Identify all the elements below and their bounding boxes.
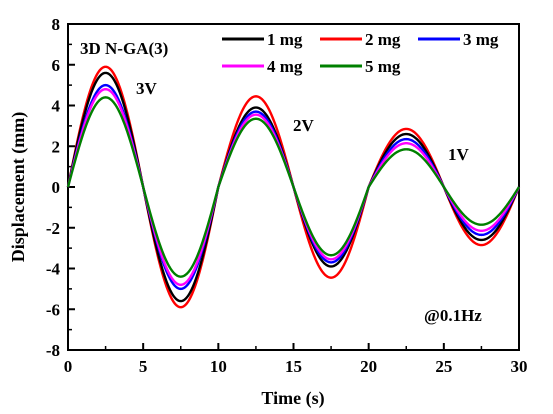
series-line-5-mg xyxy=(66,96,521,278)
segment-label-2v: 2V xyxy=(293,116,315,135)
y-tick-label: 6 xyxy=(52,56,61,75)
series-curves xyxy=(66,65,521,309)
legend-label: 1 mg xyxy=(267,30,303,49)
axis-ticks xyxy=(67,23,520,351)
legend-label: 4 mg xyxy=(267,57,303,76)
x-tick-label: 5 xyxy=(139,357,148,376)
legend-label: 2 mg xyxy=(365,30,401,49)
x-tick-label: 15 xyxy=(285,357,302,376)
y-tick-label: 2 xyxy=(52,137,61,156)
frequency-label: @0.1Hz xyxy=(424,306,482,325)
x-tick-label: 30 xyxy=(511,357,528,376)
x-axis-title: Time (s) xyxy=(261,388,324,409)
y-tick-label: -4 xyxy=(46,260,61,279)
tick-labels: 0 5 10 15 20 25 30 -8 -6 -4 -2 0 2 4 6 8 xyxy=(46,15,528,376)
y-axis-title: Displacement (mm) xyxy=(8,112,29,262)
y-tick-label: 0 xyxy=(52,178,61,197)
legend: 1 mg 2 mg 3 mg 4 mg 5 mg xyxy=(222,30,499,76)
legend-label: 5 mg xyxy=(365,57,401,76)
legend-label: 3 mg xyxy=(463,30,499,49)
y-tick-label: -6 xyxy=(46,300,60,319)
sample-label: 3D N-GA(3) xyxy=(80,39,168,58)
x-tick-label: 20 xyxy=(360,357,377,376)
y-tick-label: 8 xyxy=(52,15,61,34)
legend-item: 2 mg xyxy=(320,30,401,49)
y-tick-label: 4 xyxy=(52,97,61,116)
x-tick-label: 0 xyxy=(64,357,73,376)
x-tick-label: 25 xyxy=(435,357,452,376)
segment-label-3v: 3V xyxy=(136,79,158,98)
x-tick-label: 10 xyxy=(210,357,227,376)
legend-item: 5 mg xyxy=(320,57,401,76)
segment-label-1v: 1V xyxy=(448,145,470,164)
legend-item: 3 mg xyxy=(418,30,499,49)
y-tick-label: -2 xyxy=(46,219,60,238)
legend-item: 1 mg xyxy=(222,30,303,49)
legend-item: 4 mg xyxy=(222,57,303,76)
y-tick-label: -8 xyxy=(46,341,60,360)
